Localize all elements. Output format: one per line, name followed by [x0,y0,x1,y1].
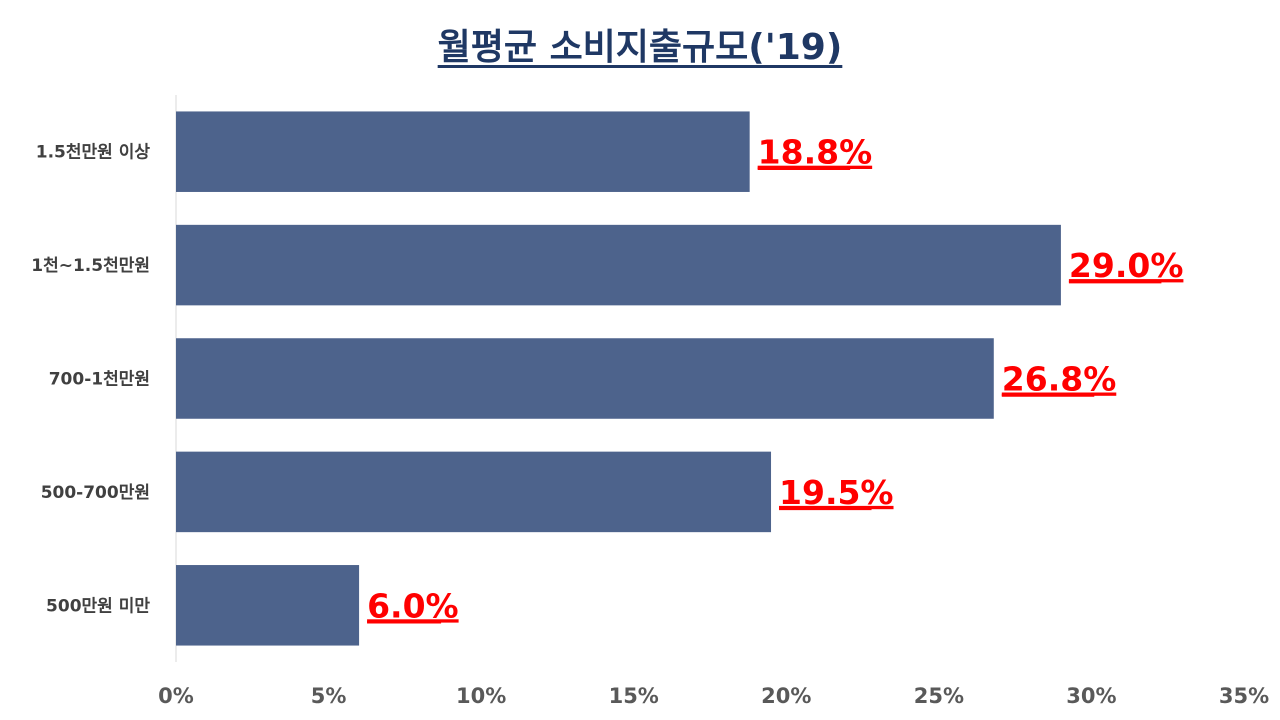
x-tick-label: 30% [1066,684,1116,708]
category-label: 500-700만원 [41,483,150,503]
x-tick-label: 5% [311,684,347,708]
category-label: 1.5천만원 이상 [36,143,151,163]
bar [176,224,1061,306]
bar [176,451,772,533]
x-tick-label: 35% [1219,684,1269,708]
bar [176,111,750,192]
data-label: 6.0% [367,586,459,625]
data-label: 18.8% [758,133,873,172]
bar [176,338,994,419]
x-tick-label: 20% [761,684,811,708]
x-tick-label: 10% [456,684,506,708]
x-tick-label: 15% [609,684,659,708]
x-tick-label: 0% [158,684,194,708]
data-label: 26.8% [1002,360,1117,399]
category-label: 700-1천만원 [49,370,150,390]
category-label: 500만원 미만 [46,596,150,616]
data-label: 29.0% [1069,246,1184,285]
bar [176,565,360,646]
chart-title: 월평균 소비지출규모('19) [437,27,843,68]
data-label: 19.5% [779,473,894,512]
x-tick-label: 25% [914,684,964,708]
category-label: 1천~1.5천만원 [31,256,150,276]
